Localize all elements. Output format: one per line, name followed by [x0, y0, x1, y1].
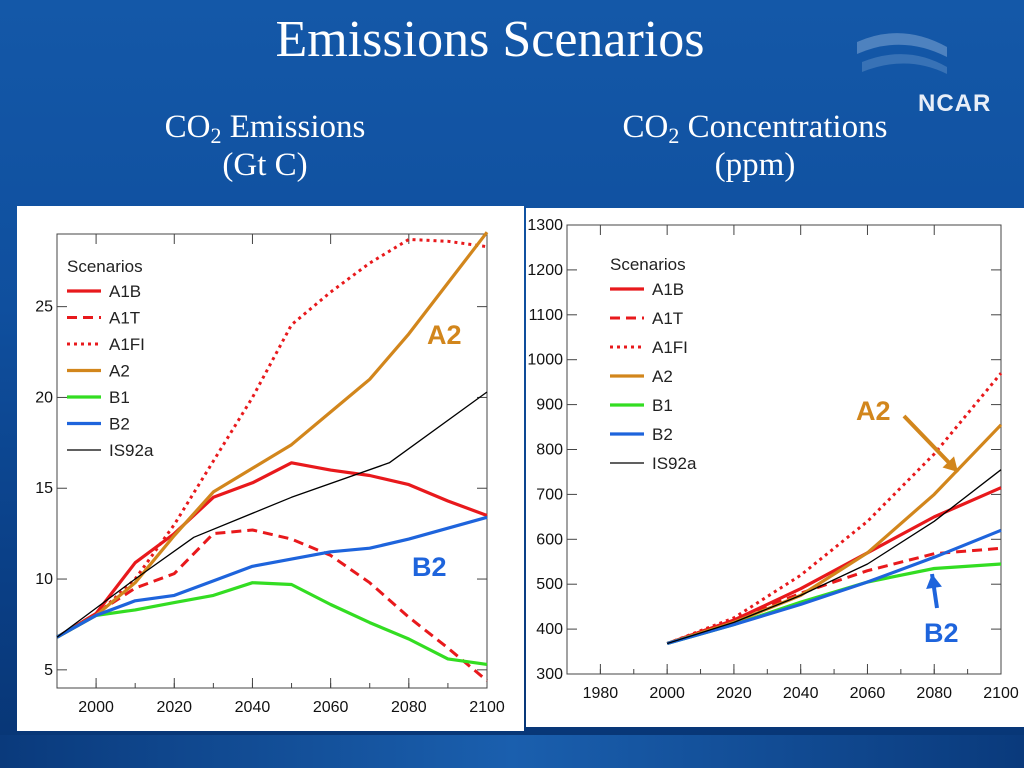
- series-line-b2: [56, 515, 488, 639]
- annotation-arrow-head: [942, 456, 958, 472]
- series-line-a2: [666, 423, 1003, 646]
- x-tick-label: 2020: [716, 685, 752, 702]
- legend-label-a1fi: A1FI: [109, 335, 145, 354]
- legend-label-b1: B1: [652, 396, 673, 415]
- bottom-band: [0, 735, 1024, 768]
- legend-label-a2: A2: [109, 362, 130, 381]
- legend-label-is92a: IS92a: [652, 454, 697, 473]
- legend-label-a1b: A1B: [109, 282, 141, 301]
- x-tick-label: 2060: [313, 699, 349, 716]
- x-tick-label: 2000: [78, 699, 114, 716]
- annotation-arrow-head: [926, 574, 942, 590]
- x-tick-label: 2040: [235, 699, 271, 716]
- legend-label-a2: A2: [652, 367, 673, 386]
- x-tick-label: 2100: [983, 685, 1019, 702]
- heading-co: CO: [622, 109, 669, 145]
- y-tick-label: 1300: [527, 217, 563, 234]
- legend-label-a1t: A1T: [652, 309, 683, 328]
- x-tick-label: 2100: [469, 699, 505, 716]
- legend-label-b1: B1: [109, 388, 130, 407]
- y-tick-label: 25: [35, 299, 53, 316]
- x-tick-label: 2040: [783, 685, 819, 702]
- slide-title: Emissions Scenarios: [275, 11, 705, 68]
- x-tick-label: 2020: [156, 699, 192, 716]
- concentrations-chart-panel: 1980 2000 2020 2040 2060 2080 2100 300 400 500 600…: [526, 208, 1024, 727]
- right-chart-heading: CO2 Concentrations (ppm): [570, 108, 940, 184]
- x-tick-label: 2060: [850, 685, 886, 702]
- legend-title: Scenarios: [610, 255, 686, 274]
- ncar-swoosh-icon: [857, 33, 947, 74]
- ncar-logo: NCAR: [918, 90, 992, 117]
- y-tick-label: 10: [35, 571, 53, 588]
- y-tick-label: 800: [536, 442, 563, 459]
- y-tick-label: 900: [536, 397, 563, 414]
- series-line-a2: [56, 231, 489, 639]
- y-tick-label: 20: [35, 389, 53, 406]
- y-tick-label: 300: [536, 666, 563, 683]
- legend-label-b2: B2: [652, 425, 673, 444]
- y-tick-label: 600: [536, 531, 563, 548]
- series-line-is92a: [56, 391, 488, 638]
- y-tick-label: 500: [536, 576, 563, 593]
- legend-label-is92a: IS92a: [109, 441, 154, 460]
- annotation-label-b2: B2: [924, 618, 959, 648]
- heading-co: CO: [164, 109, 211, 145]
- plot-frame: [56, 233, 488, 689]
- y-tick-label: 400: [536, 621, 563, 638]
- series-line-b1: [56, 581, 488, 666]
- x-tick-label: 1980: [583, 685, 619, 702]
- y-tick-label: 1100: [529, 307, 564, 324]
- left-chart-heading: CO2 Emissions (Gt C): [110, 108, 420, 184]
- annotation-label-b2: B2: [412, 552, 447, 582]
- y-tick-label: 1000: [527, 352, 563, 369]
- series-line-a1fi: [56, 237, 488, 639]
- x-tick-label: 2000: [649, 685, 685, 702]
- x-tick-label: 2080: [391, 699, 427, 716]
- legend-label-a1b: A1B: [652, 280, 684, 299]
- annotation-label-a2: A2: [856, 396, 891, 426]
- legend-label-b2: B2: [109, 415, 130, 434]
- concentrations-chart: 1980 2000 2020 2040 2060 2080 2100 300 400 500 600…: [527, 217, 1019, 702]
- series-line-a1t: [56, 528, 488, 682]
- series-line-b2: [666, 528, 1002, 646]
- heading-subscript: 2: [668, 123, 680, 148]
- heading-subscript: 2: [210, 123, 222, 148]
- y-tick-label: 700: [536, 486, 563, 503]
- series-line-a1b: [56, 461, 488, 639]
- legend-label-a1fi: A1FI: [652, 338, 688, 357]
- emissions-chart-panel: 2000 2020 2040 2060 2080 2100 5 10 15 20 25 Scenari…: [17, 206, 524, 731]
- heading-text: Concentrations: [679, 109, 888, 145]
- heading-unit: (ppm): [714, 147, 796, 183]
- emissions-chart: 2000 2020 2040 2060 2080 2100 5 10 15 20 25 Scenari…: [35, 231, 505, 716]
- annotation-label-a2: A2: [427, 320, 462, 350]
- y-tick-label: 5: [44, 662, 53, 679]
- legend-label-a1t: A1T: [109, 309, 140, 328]
- y-tick-label: 15: [35, 480, 53, 497]
- heading-unit: (Gt C): [222, 147, 308, 183]
- legend-title: Scenarios: [67, 257, 143, 276]
- y-tick-label: 1200: [527, 262, 563, 279]
- heading-text: Emissions: [221, 109, 366, 145]
- series-line-is92a: [667, 469, 1002, 645]
- x-tick-label: 2080: [916, 685, 952, 702]
